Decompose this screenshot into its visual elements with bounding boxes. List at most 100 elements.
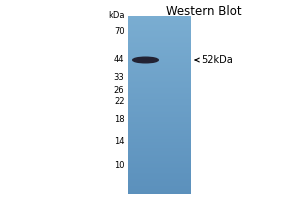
Bar (128, 37, 190, 38)
Bar (128, 99, 190, 100)
Bar (128, 168, 190, 169)
Bar (128, 159, 190, 160)
Bar (128, 155, 190, 156)
Bar (128, 97, 190, 98)
Bar (128, 103, 190, 104)
Bar (128, 132, 190, 133)
Bar (128, 192, 190, 193)
Bar (128, 33, 190, 34)
Bar (128, 126, 190, 127)
Bar (128, 147, 190, 148)
Bar (128, 63, 190, 64)
Bar (128, 78, 190, 79)
Bar (128, 150, 190, 151)
Bar (128, 47, 190, 48)
Bar (128, 32, 190, 33)
Bar (128, 44, 190, 45)
Bar (128, 25, 190, 26)
Bar (128, 114, 190, 115)
Bar (128, 73, 190, 74)
Bar (128, 46, 190, 47)
Bar (128, 69, 190, 70)
Bar (128, 54, 190, 55)
Bar (128, 27, 190, 28)
Bar (128, 89, 190, 90)
Bar (128, 77, 190, 78)
Bar (128, 102, 190, 103)
Bar (128, 21, 190, 22)
Text: 18: 18 (114, 114, 124, 123)
Bar (128, 137, 190, 138)
Bar (128, 190, 190, 191)
Bar (128, 28, 190, 29)
Bar (128, 81, 190, 82)
Bar (128, 68, 190, 69)
Bar (128, 43, 190, 44)
Bar (128, 128, 190, 129)
Bar (128, 179, 190, 180)
Bar (128, 124, 190, 125)
Bar (128, 85, 190, 86)
Bar (128, 146, 190, 147)
Bar (128, 152, 190, 153)
Bar (128, 169, 190, 170)
Ellipse shape (133, 57, 158, 63)
Bar (128, 180, 190, 181)
Text: 26: 26 (114, 86, 124, 95)
Bar (128, 104, 190, 105)
Bar (128, 140, 190, 141)
Bar (128, 127, 190, 128)
Bar (128, 106, 190, 107)
Bar (128, 111, 190, 112)
Bar (128, 119, 190, 120)
Bar (128, 51, 190, 52)
Bar (128, 123, 190, 124)
Bar (128, 79, 190, 80)
Bar (128, 160, 190, 161)
Bar (128, 156, 190, 157)
Bar (128, 143, 190, 144)
Bar (128, 83, 190, 84)
Bar (128, 59, 190, 60)
Bar (128, 112, 190, 113)
Bar (128, 67, 190, 68)
Bar (128, 90, 190, 91)
Bar (128, 92, 190, 93)
Bar (128, 164, 190, 165)
Text: Western Blot: Western Blot (166, 5, 242, 18)
Bar (128, 94, 190, 95)
Bar (128, 185, 190, 186)
Bar (128, 172, 190, 173)
Bar (128, 57, 190, 58)
Bar (128, 42, 190, 43)
Bar (128, 141, 190, 142)
Bar (128, 125, 190, 126)
Bar (128, 87, 190, 88)
Bar (128, 38, 190, 39)
Bar (128, 86, 190, 87)
Bar (128, 70, 190, 71)
Bar (128, 170, 190, 171)
Text: 70: 70 (114, 26, 124, 36)
Bar (128, 16, 190, 17)
Bar (128, 75, 190, 76)
Bar (128, 182, 190, 183)
Bar (128, 30, 190, 31)
Bar (128, 93, 190, 94)
Bar (128, 115, 190, 116)
Bar (128, 91, 190, 92)
Bar (128, 60, 190, 61)
Bar (128, 130, 190, 131)
Bar (128, 64, 190, 65)
Bar (128, 66, 190, 67)
Bar (128, 39, 190, 40)
Bar (128, 71, 190, 72)
Bar (128, 24, 190, 25)
Bar (128, 158, 190, 159)
Bar (128, 187, 190, 188)
Bar (128, 20, 190, 21)
Bar (128, 98, 190, 99)
Bar (128, 167, 190, 168)
Bar (128, 105, 190, 106)
Bar (128, 133, 190, 134)
